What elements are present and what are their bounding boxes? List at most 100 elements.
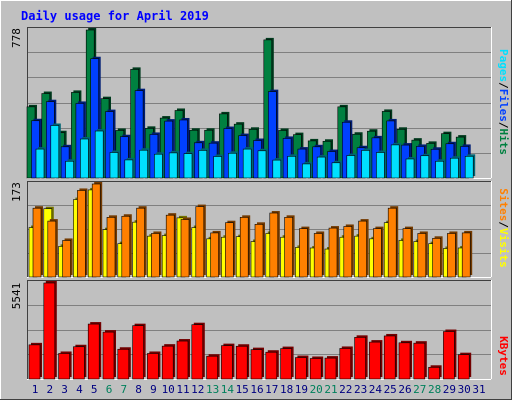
kbytes-bar [43,282,56,380]
x-tick-label: 7 [120,383,127,396]
sites-bar [343,226,353,278]
x-tick-label: 9 [150,383,157,396]
files-bar [120,136,129,179]
x-tick-label: 13 [206,383,219,396]
sites-bar [269,212,279,278]
kbytes-bar [354,337,366,380]
x-tick-label: 17 [265,383,278,396]
kbytes-bar [206,355,218,380]
kbytes-bar [191,324,204,380]
kbytes-bar [58,353,70,380]
kbytes-bar [428,366,440,380]
kbytes-bar [87,323,100,380]
files-bar [164,120,173,179]
sites-bar [417,233,427,278]
x-tick-label: 10 [162,383,175,396]
files-bar [105,111,114,179]
x-tick-label: 24 [369,383,383,396]
pages-bar [35,148,45,179]
kbytes-bar [369,341,381,380]
kbytes-y-max-label: 5541 [10,283,23,310]
sites-bar [47,220,57,278]
x-tick-label: 4 [76,383,83,396]
pages-bar [464,156,474,179]
pages-bar [139,149,148,179]
x-tick-label: 2 [46,383,53,396]
sites-bar [387,207,397,278]
sites-bar [299,228,308,278]
sites-bar [239,217,249,278]
x-tick-label: 15 [236,383,249,396]
x-tick-label: 27 [413,383,426,396]
pages-bar [346,155,356,179]
sites-bar [136,207,145,278]
x-tick-label: 19 [295,383,308,396]
pages-bar [242,148,252,179]
x-tick-label: 21 [324,383,337,396]
legend-visits: Visits [497,228,510,268]
legend-hits: Hits [497,129,510,156]
hits-panel [26,27,492,179]
sites-bar [106,217,116,278]
sites-bar [254,224,264,278]
files-bar [341,121,351,179]
kbytes-bar [398,342,411,380]
files-bar [179,119,188,179]
x-tick-label: 28 [428,383,441,396]
pages-bar [80,138,89,179]
kbytes-bar [339,348,352,380]
x-tick-label: 29 [443,383,456,396]
pages-bar [287,156,296,179]
files-bar [267,91,277,179]
x-tick-label: 11 [176,383,189,396]
kbytes-bar [147,353,159,380]
kbytes-bar [324,357,337,380]
pages-bar [272,159,282,179]
sites-bar [402,228,412,278]
x-tick-label: 31 [472,383,485,396]
pages-bar [198,150,208,179]
kbytes-panel-legend: KBytes [497,336,510,376]
sites-bar [447,233,456,278]
kbytes-bar [117,348,130,380]
pages-bar [435,160,444,179]
pages-bar [257,150,267,179]
visits-panel-legend: Sites/Visits [497,188,510,268]
pages-bar [50,125,60,179]
x-tick-label: 6 [106,383,113,396]
legend-sites: Sites [497,188,510,221]
kbytes-bar [309,358,322,380]
sites-bar [165,214,175,278]
kbytes-bar [457,354,470,380]
pages-bar [94,130,104,179]
sites-bar [62,240,71,278]
sites-bar [225,222,234,278]
kbytes-bar [132,325,144,380]
kbytes-bar [413,342,426,380]
sites-bar [284,217,293,278]
files-bar [134,90,144,179]
pages-bar [168,152,178,179]
sites-bar [358,220,367,278]
kbytes-bar [28,344,41,380]
pages-bar [154,153,163,179]
legend-files: Files [497,89,510,122]
x-tick-label: 23 [354,383,367,396]
x-tick-label: 26 [398,383,411,396]
sites-bar [210,232,219,278]
kbytes-bar [383,335,396,380]
visits-y-max-label: 173 [10,182,23,202]
pages-bar [213,156,222,179]
hits-y-max-label: 778 [10,28,23,48]
files-bar [90,58,99,179]
kbytes-bar [102,331,115,380]
kbytes-bar [250,349,263,380]
pages-bar [302,163,311,179]
hits-panel-legend: Pages/Files/Hits [497,49,510,155]
kbytes-bar [295,357,307,380]
pages-bar [405,158,415,179]
kbytes-bar [221,345,233,380]
x-tick-label: 8 [135,383,142,396]
legend-separator: / [497,122,510,129]
